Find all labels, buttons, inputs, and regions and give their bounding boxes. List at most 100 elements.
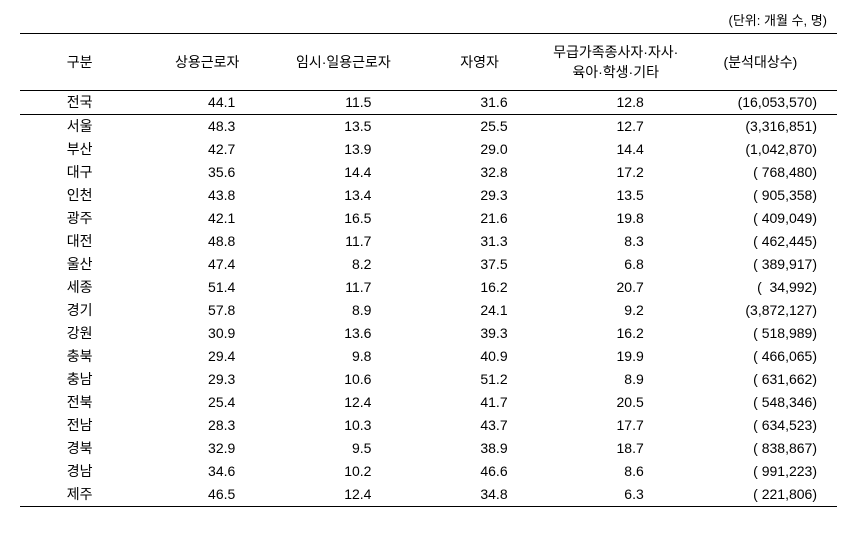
cell-value: 43.7 xyxy=(411,414,547,437)
cell-value: 19.8 xyxy=(548,207,684,230)
cell-count: ( 462,445) xyxy=(684,230,837,253)
cell-count: (3,872,127) xyxy=(684,299,837,322)
cell-region: 인천 xyxy=(20,184,139,207)
cell-value: 12.8 xyxy=(548,91,684,115)
cell-count: ( 389,917) xyxy=(684,253,837,276)
cell-region: 서울 xyxy=(20,115,139,139)
cell-value: 16.5 xyxy=(275,207,411,230)
unit-label: (단위: 개월 수, 명) xyxy=(20,10,837,29)
cell-value: 20.5 xyxy=(548,391,684,414)
cell-value: 25.4 xyxy=(139,391,275,414)
cell-value: 11.5 xyxy=(275,91,411,115)
cell-value: 13.5 xyxy=(548,184,684,207)
cell-value: 31.3 xyxy=(411,230,547,253)
cell-value: 8.3 xyxy=(548,230,684,253)
cell-value: 18.7 xyxy=(548,437,684,460)
cell-value: 46.6 xyxy=(411,460,547,483)
cell-value: 34.6 xyxy=(139,460,275,483)
cell-value: 11.7 xyxy=(275,276,411,299)
col-header-selfemployed: 자영자 xyxy=(411,34,547,91)
cell-value: 14.4 xyxy=(548,138,684,161)
cell-region: 세종 xyxy=(20,276,139,299)
cell-value: 48.8 xyxy=(139,230,275,253)
table-row: 대구35.614.432.817.2( 768,480) xyxy=(20,161,837,184)
cell-value: 29.4 xyxy=(139,345,275,368)
cell-region: 대전 xyxy=(20,230,139,253)
cell-region: 전북 xyxy=(20,391,139,414)
cell-value: 9.8 xyxy=(275,345,411,368)
cell-region: 광주 xyxy=(20,207,139,230)
cell-value: 12.4 xyxy=(275,391,411,414)
table-row: 경북32.99.538.918.7( 838,867) xyxy=(20,437,837,460)
cell-count: (3,316,851) xyxy=(684,115,837,139)
cell-value: 8.6 xyxy=(548,460,684,483)
cell-value: 28.3 xyxy=(139,414,275,437)
cell-value: 12.7 xyxy=(548,115,684,139)
cell-value: 8.9 xyxy=(548,368,684,391)
cell-value: 37.5 xyxy=(411,253,547,276)
cell-value: 6.3 xyxy=(548,483,684,507)
cell-value: 9.2 xyxy=(548,299,684,322)
cell-value: 17.7 xyxy=(548,414,684,437)
table-row: 충남29.310.651.28.9( 631,662) xyxy=(20,368,837,391)
cell-region: 울산 xyxy=(20,253,139,276)
cell-region: 경기 xyxy=(20,299,139,322)
table-row: 충북29.49.840.919.9( 466,065) xyxy=(20,345,837,368)
cell-value: 34.8 xyxy=(411,483,547,507)
table-row: 서울48.313.525.512.7(3,316,851) xyxy=(20,115,837,139)
table-row: 제주46.512.434.86.3( 221,806) xyxy=(20,483,837,507)
cell-count: ( 409,049) xyxy=(684,207,837,230)
col-header-unpaid: 무급가족종사자·자사·육아·학생·기타 xyxy=(548,34,684,91)
table-header-row: 구분 상용근로자 임시·일용근로자 자영자 무급가족종사자·자사·육아·학생·기… xyxy=(20,34,837,91)
cell-region: 전남 xyxy=(20,414,139,437)
table-row: 대전48.811.731.38.3( 462,445) xyxy=(20,230,837,253)
col-header-temporary: 임시·일용근로자 xyxy=(275,34,411,91)
cell-value: 10.2 xyxy=(275,460,411,483)
cell-value: 57.8 xyxy=(139,299,275,322)
cell-value: 35.6 xyxy=(139,161,275,184)
cell-region: 대구 xyxy=(20,161,139,184)
col-header-count: (분석대상수) xyxy=(684,34,837,91)
cell-region: 제주 xyxy=(20,483,139,507)
cell-value: 19.9 xyxy=(548,345,684,368)
cell-value: 13.4 xyxy=(275,184,411,207)
cell-value: 39.3 xyxy=(411,322,547,345)
table-row: 인천43.813.429.313.5( 905,358) xyxy=(20,184,837,207)
cell-value: 47.4 xyxy=(139,253,275,276)
cell-value: 6.8 xyxy=(548,253,684,276)
cell-value: 20.7 xyxy=(548,276,684,299)
cell-value: 10.6 xyxy=(275,368,411,391)
cell-count: ( 466,065) xyxy=(684,345,837,368)
cell-value: 38.9 xyxy=(411,437,547,460)
cell-value: 13.9 xyxy=(275,138,411,161)
cell-value: 8.9 xyxy=(275,299,411,322)
cell-count: ( 221,806) xyxy=(684,483,837,507)
table-row: 경남34.610.246.68.6( 991,223) xyxy=(20,460,837,483)
cell-region: 충남 xyxy=(20,368,139,391)
table-row: 광주42.116.521.619.8( 409,049) xyxy=(20,207,837,230)
cell-value: 29.3 xyxy=(411,184,547,207)
cell-count: ( 991,223) xyxy=(684,460,837,483)
cell-value: 44.1 xyxy=(139,91,275,115)
cell-value: 13.5 xyxy=(275,115,411,139)
table-row: 세종51.411.716.220.7( 34,992) xyxy=(20,276,837,299)
cell-value: 51.4 xyxy=(139,276,275,299)
cell-count: ( 905,358) xyxy=(684,184,837,207)
col-header-region: 구분 xyxy=(20,34,139,91)
cell-region: 강원 xyxy=(20,322,139,345)
cell-value: 24.1 xyxy=(411,299,547,322)
cell-count: ( 548,346) xyxy=(684,391,837,414)
cell-value: 42.1 xyxy=(139,207,275,230)
cell-value: 10.3 xyxy=(275,414,411,437)
cell-value: 21.6 xyxy=(411,207,547,230)
cell-value: 43.8 xyxy=(139,184,275,207)
cell-value: 42.7 xyxy=(139,138,275,161)
cell-value: 41.7 xyxy=(411,391,547,414)
cell-count: ( 518,989) xyxy=(684,322,837,345)
cell-count: (16,053,570) xyxy=(684,91,837,115)
cell-value: 29.3 xyxy=(139,368,275,391)
table-row: 경기57.88.924.19.2(3,872,127) xyxy=(20,299,837,322)
cell-region: 부산 xyxy=(20,138,139,161)
table-row: 전북25.412.441.720.5( 548,346) xyxy=(20,391,837,414)
cell-value: 8.2 xyxy=(275,253,411,276)
